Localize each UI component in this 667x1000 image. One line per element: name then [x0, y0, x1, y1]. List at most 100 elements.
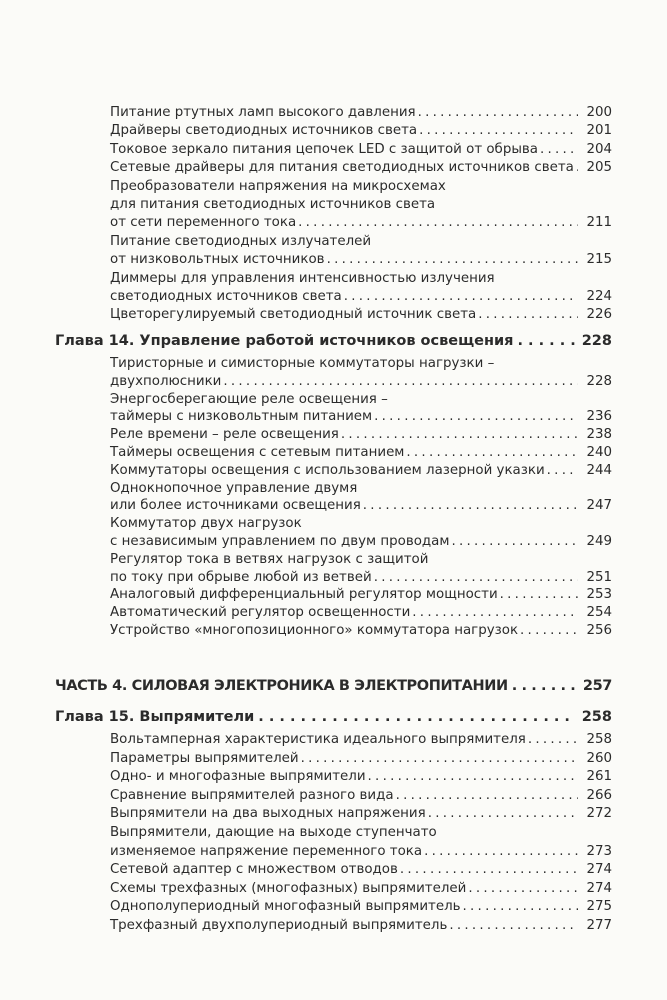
- entry-title-line: Однополупериодный многофазный выпрямител…: [110, 899, 461, 915]
- dot-leader: [296, 214, 578, 232]
- page-number: 258: [581, 709, 612, 725]
- toc-entry[interactable]: Драйверы светодиодных источников света 20…: [55, 122, 612, 140]
- toc-entry[interactable]: Сетевой адаптер с множеством отводов 274: [55, 861, 612, 880]
- entry-title-line: для питания светодиодных источников свет…: [110, 197, 436, 213]
- page-number: 266: [586, 787, 612, 803]
- dot-leader: [416, 104, 578, 122]
- toc-entry[interactable]: Автоматический регулятор освещенности 254: [55, 604, 612, 622]
- toc-entry[interactable]: Преобразователи напряжения на микросхема…: [55, 178, 612, 233]
- toc-entry[interactable]: Однокнопочное управление двумя или более …: [55, 480, 612, 516]
- page-number: 274: [586, 862, 612, 878]
- page-number: 244: [586, 462, 612, 478]
- page-number: 211: [586, 215, 612, 231]
- toc-entry[interactable]: Цветорегулируемый светодиодный источник …: [55, 306, 612, 324]
- entry-last-line: двухполюсники 228: [110, 373, 612, 391]
- toc-entry[interactable]: Одно- и многофазные выпрямители 261: [55, 768, 612, 787]
- entry-last-line: Сетевой адаптер с множеством отводов 274: [110, 861, 612, 880]
- page-number: 215: [586, 252, 612, 268]
- toc-entry[interactable]: Устройство «многопозиционного» коммутато…: [55, 622, 612, 640]
- entry-title-line: Питание ртутных ламп высокого давления: [110, 105, 416, 120]
- dot-leader: [342, 288, 578, 306]
- dot-leader: [422, 843, 578, 862]
- toc-heading[interactable]: Глава 15. Выпрямители 258: [55, 707, 612, 727]
- toc-entry[interactable]: Токовое зеркало питания цепочек LED с за…: [55, 141, 612, 159]
- entry-last-line: от низковольтных источников 215: [110, 251, 612, 269]
- entry-title-line: Трехфазный двухполупериодный выпрямитель: [110, 917, 448, 933]
- toc-entry[interactable]: Коммутатор двух нагрузок с независимым уп…: [55, 515, 612, 551]
- dot-leader: [461, 898, 578, 917]
- dot-leader: [221, 373, 578, 391]
- toc-entry[interactable]: Питание ртутных ламп высокого давления 20…: [55, 104, 612, 122]
- entry-last-line: с независимым управлением по двум провод…: [110, 533, 612, 551]
- toc-entry[interactable]: Питание светодиодных излучателей от низко…: [55, 233, 612, 270]
- dot-leader: [508, 676, 576, 696]
- dot-leader: [476, 306, 578, 324]
- entry-last-line: Выпрямители на два выходных напряжения 27…: [110, 805, 612, 824]
- dot-leader: [398, 861, 578, 880]
- entry-last-line: Цветорегулируемый светодиодный источник …: [110, 306, 612, 324]
- toc-section-ch14: Глава 14. Управление работой источников …: [55, 331, 612, 640]
- entry-title-line: таймеры с низковольтным питанием: [110, 409, 373, 425]
- entry-title-line: Тиристорные и симисторные коммутаторы на…: [110, 356, 495, 371]
- entry-title-line: Диммеры для управления интенсивностью из…: [110, 270, 495, 286]
- page-number: 200: [586, 105, 612, 120]
- page-number: 205: [586, 160, 612, 176]
- toc-entry[interactable]: Сетевые драйверы для питания светодиодны…: [55, 159, 612, 177]
- entry-title-line: от низковольтных источников: [110, 252, 325, 268]
- page-number: 254: [586, 605, 612, 621]
- entry-title-line: Коммутатор двух нагрузок: [110, 516, 302, 532]
- entry-last-line: или более источниками освещения 247: [110, 497, 612, 515]
- toc-entry[interactable]: Аналоговый дифференциальный регулятор мо…: [55, 586, 612, 604]
- dot-leader: [518, 622, 578, 640]
- toc-heading[interactable]: Глава 14. Управление работой источников …: [55, 331, 612, 351]
- page-number: 258: [586, 732, 612, 747]
- toc-section-ch13-tail: Питание ртутных ламп высокого давления 20…: [55, 104, 612, 325]
- dot-leader: [466, 880, 578, 899]
- entry-title-line: Однокнопочное управление двумя: [110, 480, 358, 496]
- toc-entry[interactable]: Диммеры для управления интенсивностью из…: [55, 270, 612, 307]
- entry-title-line: Энергосберегающие реле освещения –: [110, 391, 388, 407]
- entry-title-line: Реле времени – реле освещения: [110, 427, 339, 443]
- dot-leader: [513, 331, 576, 351]
- page-number: 247: [586, 498, 612, 514]
- dot-leader: [498, 586, 578, 604]
- entry-last-line: Автоматический регулятор освещенности 254: [110, 604, 612, 622]
- entry-last-line: Одно- и многофазные выпрямители 261: [110, 768, 612, 787]
- entry-title-line: Регулятор тока в ветвях нагрузок с защит…: [110, 551, 429, 567]
- entry-last-line: Реле времени – реле освещения 238: [110, 426, 612, 444]
- toc-entry[interactable]: Выпрямители на два выходных напряжения 27…: [55, 805, 612, 824]
- page-number: 253: [586, 587, 612, 603]
- toc-entry[interactable]: Сравнение выпрямителей разного вида 266: [55, 787, 612, 806]
- page-number: 228: [581, 333, 612, 349]
- toc-entry[interactable]: Вольтамперная характеристика идеального …: [55, 731, 612, 750]
- toc-entry[interactable]: Параметры выпрямителей 260: [55, 750, 612, 769]
- entry-last-line: Коммутаторы освещения с использованием л…: [110, 462, 612, 480]
- toc-entry[interactable]: Реле времени – реле освещения 238: [55, 426, 612, 444]
- entry-title-line: Преобразователи напряжения на микросхема…: [110, 178, 446, 194]
- page-number: 277: [586, 917, 612, 933]
- toc-entry[interactable]: Коммутаторы освещения с использованием л…: [55, 462, 612, 480]
- entry-title-line: Выпрямители на два выходных напряжения: [110, 806, 426, 822]
- toc-entry[interactable]: Трехфазный двухполупериодный выпрямитель…: [55, 917, 612, 936]
- toc-entry[interactable]: Регулятор тока в ветвях нагрузок с защит…: [55, 551, 612, 587]
- entry-last-line: таймеры с низковольтным питанием 236: [110, 408, 612, 426]
- entry-title-line: светодиодных источников света: [110, 289, 342, 305]
- dot-leader: [372, 408, 578, 426]
- entry-last-line: Таймеры освещения с сетевым питанием 240: [110, 444, 612, 462]
- toc-entry[interactable]: Тиристорные и симисторные коммутаторы на…: [55, 355, 612, 391]
- toc-entry[interactable]: Схемы трехфазных (многофазных) выпрямите…: [55, 880, 612, 899]
- toc-entry[interactable]: Энергосберегающие реле освещения – таймер…: [55, 391, 612, 427]
- entry-title-line: Токовое зеркало питания цепочек LED с за…: [110, 141, 538, 157]
- entry-title-line: Вольтамперная характеристика идеального …: [110, 732, 526, 747]
- heading-title: ЧАСТЬ 4. СИЛОВАЯ ЭЛЕКТРОНИКА В ЭЛЕКТРОПИ…: [55, 678, 508, 694]
- toc-entry[interactable]: Таймеры освещения с сетевым питанием 240: [55, 444, 612, 462]
- dot-leader: [526, 731, 578, 750]
- dot-leader: [417, 122, 578, 140]
- entry-title-line: Таймеры освещения с сетевым питанием: [110, 444, 405, 460]
- toc-heading[interactable]: ЧАСТЬ 4. СИЛОВАЯ ЭЛЕКТРОНИКА В ЭЛЕКТРОПИ…: [55, 676, 612, 696]
- toc-entry[interactable]: Выпрямители, дающие на выходе ступенчато…: [55, 824, 612, 861]
- page-number: 257: [582, 678, 612, 694]
- toc-entry[interactable]: Однополупериодный многофазный выпрямител…: [55, 898, 612, 917]
- page-number: 260: [586, 750, 612, 766]
- entry-last-line: Драйверы светодиодных источников света 20…: [110, 122, 612, 140]
